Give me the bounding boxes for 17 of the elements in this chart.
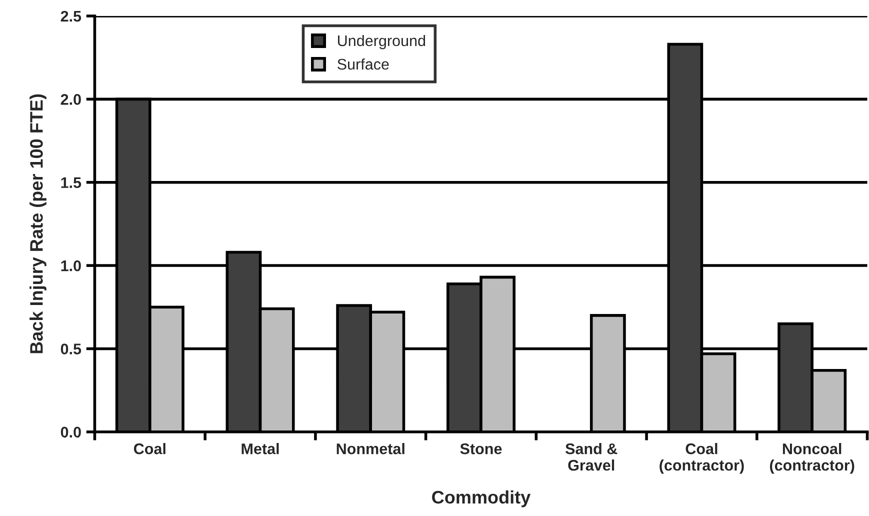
x-tick-label: Coal (contractor) xyxy=(660,443,744,474)
x-tick-label: Coal xyxy=(134,443,166,454)
x-tick-label: Sand & Gravel xyxy=(565,443,618,471)
y-tick-label: 2.5 xyxy=(60,10,82,22)
y-tick-label: 1.5 xyxy=(61,177,82,188)
x-tick-label: Stone xyxy=(460,443,502,454)
legend-label: Underground xyxy=(338,34,426,50)
y-tick-label: 0.0 xyxy=(60,426,81,438)
y-tick-label: 1.0 xyxy=(61,260,81,272)
x-tick-label: Nonmetal xyxy=(336,443,404,454)
x-tick-label: Metal xyxy=(242,443,279,454)
y-axis-title: Back Injury Rate (per 100 FTE) xyxy=(30,94,46,354)
x-tick-label: Noncoal (contractor) xyxy=(770,443,854,474)
y-tick-label: 2.0 xyxy=(60,94,81,105)
legend-label: Surface xyxy=(338,58,389,70)
y-tick-label: 0.5 xyxy=(60,344,82,354)
x-axis-title: Commodity xyxy=(432,490,531,508)
